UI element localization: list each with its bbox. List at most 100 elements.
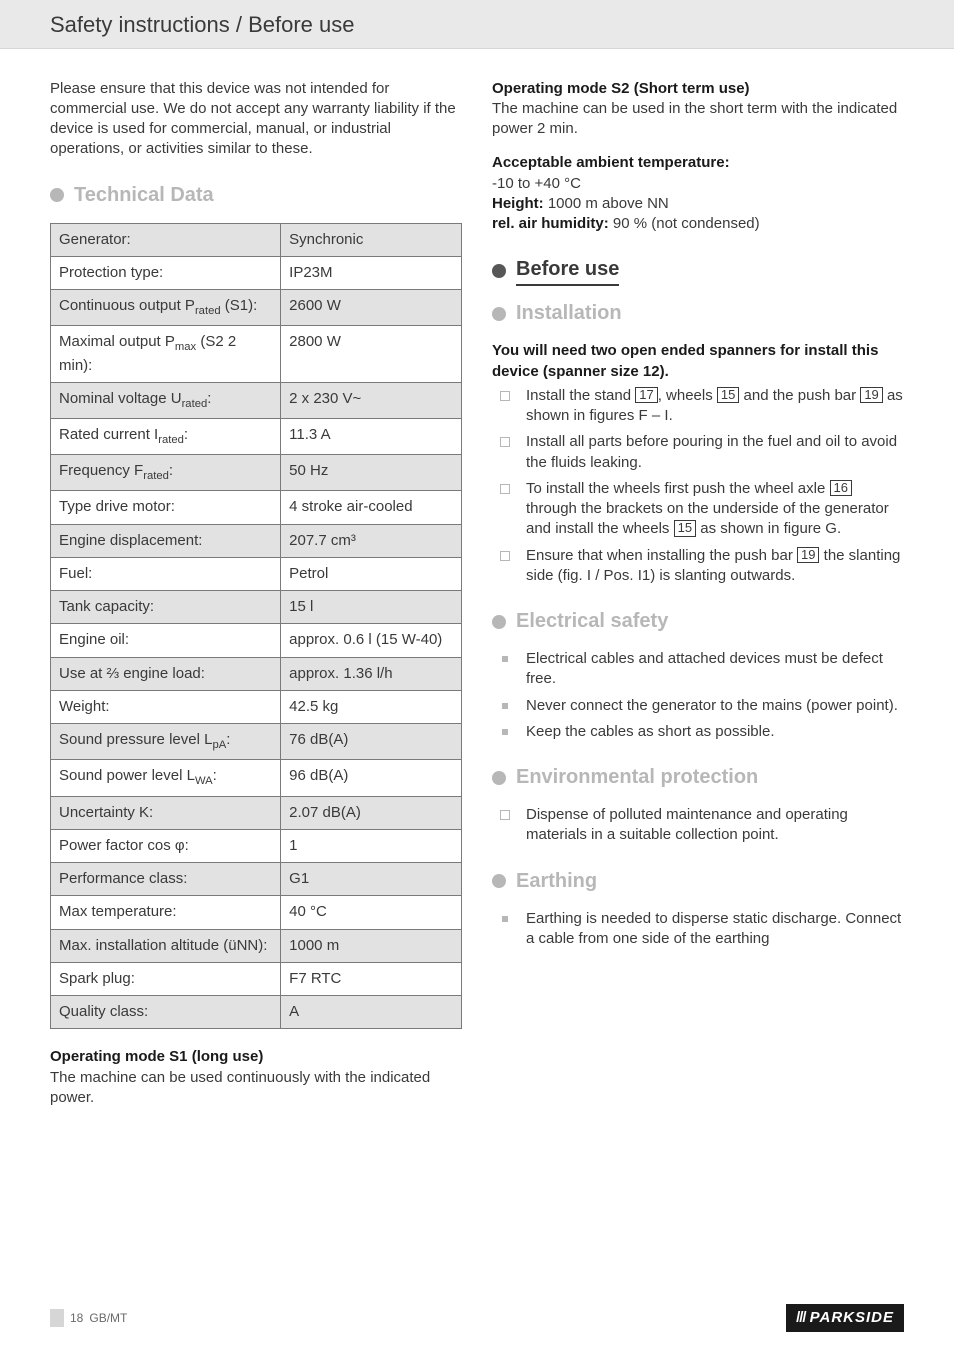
- brand-badge: /// PARKSIDE: [786, 1304, 904, 1332]
- spec-value: Synchronic: [281, 223, 462, 256]
- spec-label: Frequency Frated:: [51, 455, 281, 491]
- spec-label: Rated current Irated:: [51, 419, 281, 455]
- spec-label: Engine oil:: [51, 624, 281, 657]
- table-row: Power factor cos φ:1: [51, 829, 462, 862]
- op-s1: Operating mode S1 (long use) The machine…: [50, 1047, 462, 1108]
- heading-text: Installation: [516, 300, 622, 327]
- spec-value: 76 dB(A): [281, 724, 462, 760]
- heading-text: Electrical safety: [516, 608, 668, 635]
- op-s2: Operating mode S2 (Short term use) The m…: [492, 79, 904, 140]
- spec-label: Max temperature:: [51, 896, 281, 929]
- content-columns: Please ensure that this device was not i…: [0, 49, 954, 1122]
- spec-value: 96 dB(A): [281, 760, 462, 796]
- op-s1-body: The machine can be used continuously wit…: [50, 1069, 430, 1106]
- humidity-label: rel. air humidity:: [492, 215, 609, 232]
- heading-text: Before use: [516, 256, 619, 286]
- spec-value: 2800 W: [281, 326, 462, 382]
- op-s2-title: Operating mode S2 (Short term use): [492, 80, 750, 97]
- ambient-block: Acceptable ambient temperature: -10 to +…: [492, 153, 904, 234]
- table-row: Weight:42.5 kg: [51, 690, 462, 723]
- electrical-safety-heading: Electrical safety: [492, 608, 904, 635]
- spec-value: 2600 W: [281, 290, 462, 326]
- bullet-icon: [492, 307, 506, 321]
- spec-label: Maximal output Pmax (S2 2 min):: [51, 326, 281, 382]
- table-row: Engine displacement:207.7 cm³: [51, 524, 462, 557]
- page-number: 18: [70, 1310, 83, 1326]
- spec-value: 1: [281, 829, 462, 862]
- spec-label: Max. installation altitude (üNN):: [51, 929, 281, 962]
- table-row: Sound pressure level LpA:76 dB(A): [51, 724, 462, 760]
- earthing-heading: Earthing: [492, 868, 904, 895]
- spec-value: 50 Hz: [281, 455, 462, 491]
- heading-text: Technical Data: [74, 182, 214, 209]
- spec-label: Engine displacement:: [51, 524, 281, 557]
- spec-label: Continuous output Prated (S1):: [51, 290, 281, 326]
- table-row: Frequency Frated:50 Hz: [51, 455, 462, 491]
- list-item: Never connect the generator to the mains…: [492, 696, 904, 716]
- spec-value: F7 RTC: [281, 962, 462, 995]
- table-row: Engine oil:approx. 0.6 l (15 W-40): [51, 624, 462, 657]
- spec-value: 2.07 dB(A): [281, 796, 462, 829]
- brand-stripes-icon: ///: [796, 1309, 806, 1326]
- table-row: Nominal voltage Urated:2 x 230 V~: [51, 382, 462, 418]
- table-row: Uncertainty K:2.07 dB(A): [51, 796, 462, 829]
- bullet-icon: [492, 615, 506, 629]
- list-item: Install all parts before pouring in the …: [492, 432, 904, 473]
- heading-text: Earthing: [516, 868, 597, 895]
- spec-value: Petrol: [281, 557, 462, 590]
- height-value: 1000 m above NN: [544, 195, 669, 212]
- spec-label: Nominal voltage Urated:: [51, 382, 281, 418]
- bullet-icon: [492, 771, 506, 785]
- spec-value: 4 stroke air-cooled: [281, 491, 462, 524]
- op-s2-body: The machine can be used in the short ter…: [492, 100, 897, 137]
- earth-list: Earthing is needed to disperse static di…: [492, 909, 904, 950]
- spec-label: Weight:: [51, 690, 281, 723]
- env-list: Dispense of polluted maintenance and ope…: [492, 805, 904, 846]
- bullet-icon: [50, 188, 64, 202]
- spanner-note: You will need two open ended spanners fo…: [492, 341, 904, 382]
- spec-label: Sound power level LWA:: [51, 760, 281, 796]
- table-row: Tank capacity:15 l: [51, 591, 462, 624]
- spec-value: 1000 m: [281, 929, 462, 962]
- table-row: Sound power level LWA:96 dB(A): [51, 760, 462, 796]
- height-label: Height:: [492, 195, 544, 212]
- page-title: Safety instructions / Before use: [50, 10, 904, 40]
- spec-label: Fuel:: [51, 557, 281, 590]
- table-row: Maximal output Pmax (S2 2 min):2800 W: [51, 326, 462, 382]
- spec-value: 15 l: [281, 591, 462, 624]
- spec-label: Sound pressure level LpA:: [51, 724, 281, 760]
- spec-label: Spark plug:: [51, 962, 281, 995]
- install-list: Install the stand 17, wheels 15 and the …: [492, 386, 904, 586]
- spec-value: 40 °C: [281, 896, 462, 929]
- spec-label: Protection type:: [51, 256, 281, 289]
- list-item: Ensure that when installing the push bar…: [492, 546, 904, 587]
- brand-name: PARKSIDE: [810, 1309, 894, 1326]
- spec-value: 11.3 A: [281, 419, 462, 455]
- spec-label: Use at ⅔ engine load:: [51, 657, 281, 690]
- table-row: Rated current Irated:11.3 A: [51, 419, 462, 455]
- spec-value: approx. 1.36 l/h: [281, 657, 462, 690]
- ambient-temp: -10 to +40 °C: [492, 175, 581, 192]
- spec-label: Performance class:: [51, 863, 281, 896]
- spec-label: Uncertainty K:: [51, 796, 281, 829]
- right-column: Operating mode S2 (Short term use) The m…: [492, 79, 904, 1122]
- installation-heading: Installation: [492, 300, 904, 327]
- table-row: Generator:Synchronic: [51, 223, 462, 256]
- table-row: Spark plug:F7 RTC: [51, 962, 462, 995]
- spec-value: approx. 0.6 l (15 W-40): [281, 624, 462, 657]
- list-item: Electrical cables and attached devices m…: [492, 649, 904, 690]
- spec-label: Tank capacity:: [51, 591, 281, 624]
- spec-value: 207.7 cm³: [281, 524, 462, 557]
- op-s1-title: Operating mode S1 (long use): [50, 1048, 263, 1065]
- table-row: Quality class:A: [51, 996, 462, 1029]
- page-number-block: 18 GB/MT: [50, 1309, 127, 1327]
- technical-data-heading: Technical Data: [50, 182, 462, 209]
- bullet-icon: [492, 264, 506, 278]
- spec-value: 2 x 230 V~: [281, 382, 462, 418]
- table-row: Fuel:Petrol: [51, 557, 462, 590]
- spec-label: Power factor cos φ:: [51, 829, 281, 862]
- humidity-value: 90 % (not condensed): [609, 215, 760, 232]
- list-item: To install the wheels first push the whe…: [492, 479, 904, 540]
- spec-value: A: [281, 996, 462, 1029]
- table-row: Type drive motor:4 stroke air-cooled: [51, 491, 462, 524]
